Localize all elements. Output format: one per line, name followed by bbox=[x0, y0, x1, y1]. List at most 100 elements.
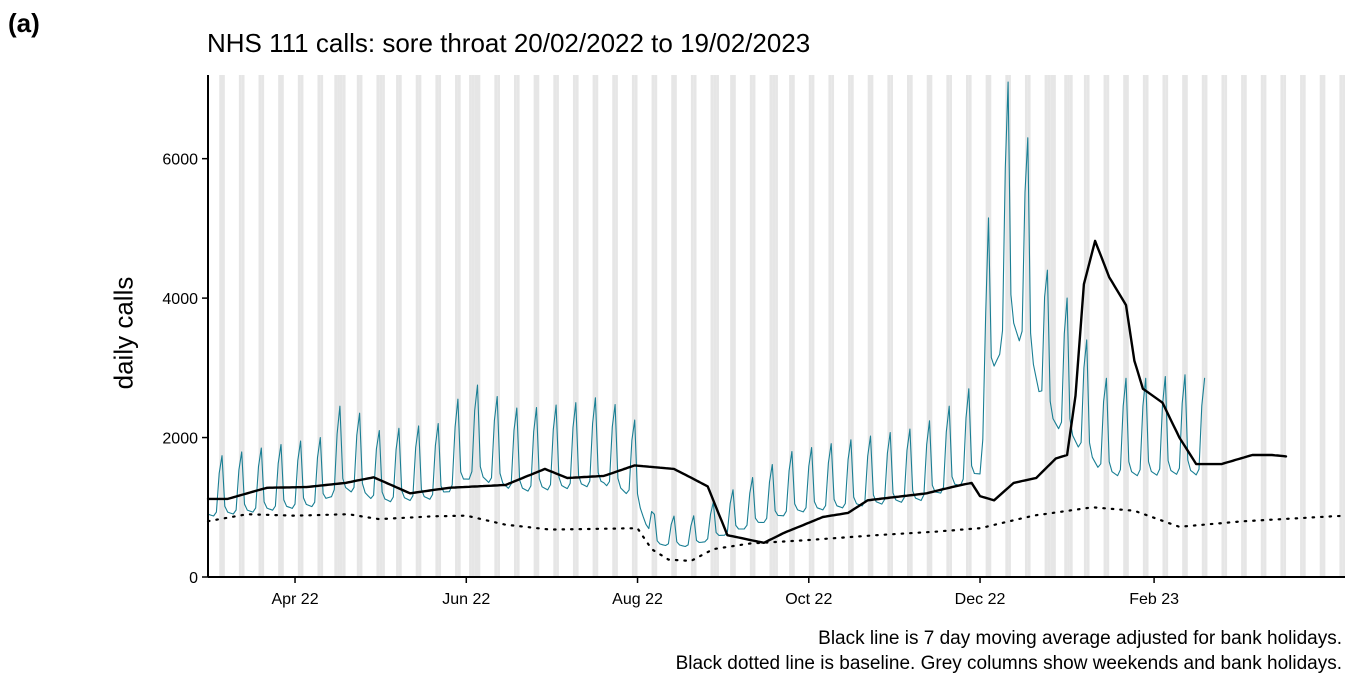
weekend-column bbox=[749, 75, 753, 577]
weekend-column bbox=[556, 75, 559, 577]
weekend-column bbox=[477, 75, 481, 577]
weekend-columns bbox=[219, 75, 1345, 577]
caption-baseline: Black dotted line is baseline. Grey colu… bbox=[675, 653, 1342, 674]
weekend-column bbox=[828, 75, 832, 577]
weekend-column bbox=[595, 75, 599, 577]
weekend-column bbox=[359, 75, 363, 577]
weekend-column bbox=[474, 75, 478, 577]
weekend-column bbox=[241, 75, 245, 577]
weekend-column bbox=[258, 75, 262, 577]
weekend-column bbox=[219, 75, 223, 577]
weekend-column bbox=[730, 75, 733, 577]
weekend-column bbox=[690, 75, 694, 577]
weekend-column bbox=[536, 75, 540, 577]
weekend-column bbox=[1008, 75, 1011, 577]
weekend-column bbox=[1283, 75, 1287, 577]
weekend-column bbox=[1319, 75, 1323, 577]
x-tick-label: Jun 22 bbox=[442, 591, 490, 608]
axes: 0 2000 4000 6000 Apr 22 Jun 22 Aug 22 Oct 22 Dec… bbox=[162, 75, 1345, 608]
weekend-column bbox=[494, 75, 498, 577]
weekend-column bbox=[671, 75, 675, 577]
series-baseline bbox=[206, 506, 1347, 563]
weekend-column bbox=[1300, 75, 1303, 577]
weekend-column bbox=[1145, 75, 1149, 577]
weekend-column bbox=[1053, 75, 1056, 577]
weekend-column bbox=[356, 75, 360, 577]
weekend-column bbox=[1204, 75, 1208, 577]
weekend-column bbox=[631, 75, 635, 577]
weekend-column bbox=[752, 75, 756, 577]
weekend-column bbox=[926, 75, 930, 577]
weekend-column bbox=[716, 75, 719, 577]
weekend-column bbox=[850, 75, 854, 577]
weekend-column bbox=[342, 75, 346, 577]
weekend-column bbox=[1064, 75, 1068, 577]
weekend-column bbox=[867, 75, 871, 577]
weekend-column bbox=[533, 75, 537, 577]
weekend-column bbox=[435, 75, 439, 577]
weekend-column bbox=[791, 75, 795, 577]
weekend-column bbox=[379, 75, 383, 577]
weekend-column bbox=[654, 75, 658, 577]
series-7-day-moving-average bbox=[206, 239, 1288, 544]
weekend-column bbox=[693, 75, 697, 577]
weekend-column bbox=[1260, 75, 1264, 577]
panel-label: (a) bbox=[8, 8, 40, 38]
weekend-column bbox=[710, 75, 714, 577]
weekend-column bbox=[1165, 75, 1169, 577]
weekend-column bbox=[320, 75, 324, 577]
x-tick-label: Feb 23 bbox=[1129, 591, 1179, 608]
weekend-column bbox=[1280, 75, 1284, 577]
weekend-column bbox=[890, 75, 894, 577]
weekend-column bbox=[732, 75, 736, 577]
weekend-column bbox=[1050, 75, 1054, 577]
weekend-column bbox=[1241, 75, 1244, 577]
weekend-column bbox=[337, 75, 340, 577]
x-tick-label: Apr 22 bbox=[271, 591, 318, 608]
weekend-column bbox=[713, 75, 717, 577]
weekend-column bbox=[398, 75, 402, 577]
weekend-column bbox=[514, 75, 517, 577]
weekend-column bbox=[1201, 75, 1205, 577]
weekend-column bbox=[651, 75, 655, 577]
weekend-column bbox=[457, 75, 461, 577]
weekend-column bbox=[1184, 75, 1188, 577]
weekend-column bbox=[811, 75, 815, 577]
caption-moving-average: Black line is 7 day moving average adjus… bbox=[818, 628, 1342, 649]
weekend-column bbox=[1162, 75, 1166, 577]
weekend-column bbox=[1224, 75, 1228, 577]
y-tick-label: 4000 bbox=[162, 291, 198, 308]
weekend-column bbox=[1221, 75, 1225, 577]
weekend-column bbox=[949, 75, 952, 577]
chart-title: NHS 111 calls: sore throat 20/02/2022 to… bbox=[207, 28, 811, 58]
weekend-column bbox=[769, 75, 773, 577]
weekend-column bbox=[1322, 75, 1326, 577]
weekend-column bbox=[516, 75, 520, 577]
weekend-column bbox=[870, 75, 874, 577]
y-tick-label: 2000 bbox=[162, 431, 198, 448]
weekend-column bbox=[789, 75, 792, 577]
weekend-column bbox=[1044, 75, 1048, 577]
weekend-column bbox=[575, 75, 579, 577]
weekend-column bbox=[966, 75, 969, 577]
weekend-column bbox=[297, 75, 301, 577]
weekend-column bbox=[968, 75, 972, 577]
weekend-column bbox=[907, 75, 910, 577]
y-tick-label: 0 bbox=[189, 570, 198, 587]
weekend-column bbox=[471, 75, 475, 577]
weekend-column bbox=[497, 75, 500, 577]
weekend-column bbox=[775, 75, 778, 577]
weekend-column bbox=[300, 75, 304, 577]
weekend-column bbox=[1123, 75, 1127, 577]
weekend-column bbox=[929, 75, 933, 577]
weekend-column bbox=[1024, 75, 1028, 577]
weekend-column bbox=[1142, 75, 1146, 577]
x-tick-label: Oct 22 bbox=[785, 591, 832, 608]
weekend-column bbox=[988, 75, 992, 577]
weekend-column bbox=[455, 75, 458, 577]
weekend-column bbox=[1027, 75, 1031, 577]
x-tick-label: Aug 22 bbox=[612, 591, 663, 608]
weekend-column bbox=[1069, 75, 1073, 577]
y-tick-label: 6000 bbox=[162, 152, 198, 169]
